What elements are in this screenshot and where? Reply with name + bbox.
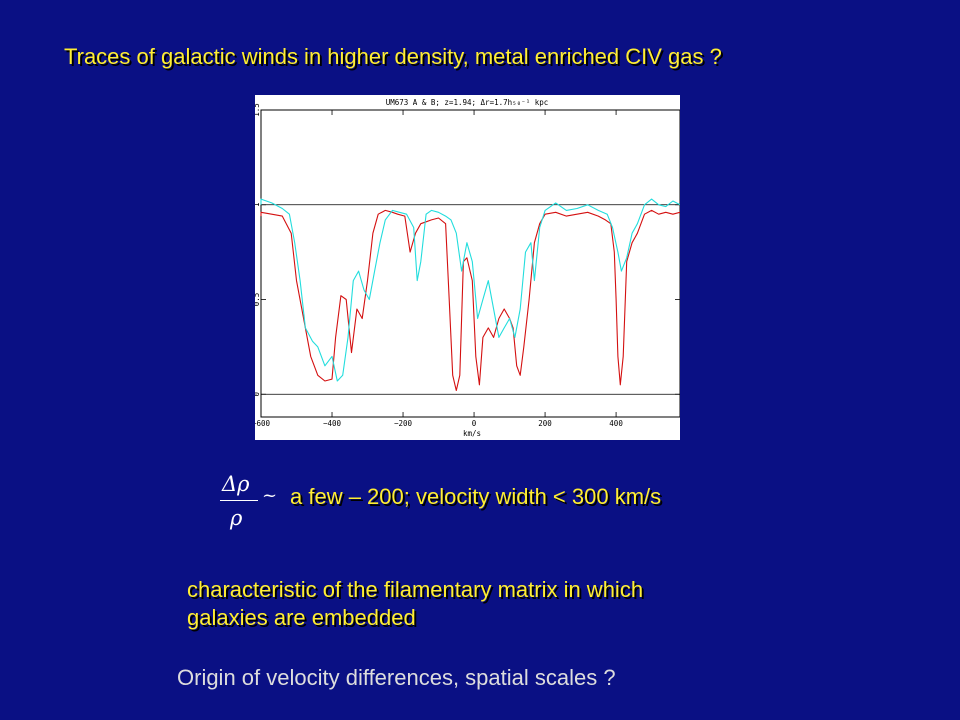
x-tick-label: 200 bbox=[538, 419, 552, 428]
x-tick-label: −600 bbox=[255, 419, 271, 428]
y-tick-label: 1.5 bbox=[255, 103, 261, 117]
x-tick-label: −400 bbox=[323, 419, 342, 428]
x-tick-label: 0 bbox=[472, 419, 477, 428]
plot-frame bbox=[260, 109, 680, 418]
spectrum-plot: UM673 A & B; z=1.94; Δr=1.7h₅₀⁻¹ kpc −60… bbox=[255, 95, 680, 440]
y-tick-label: 0 bbox=[255, 392, 261, 397]
note-line-2: galaxies are embedded bbox=[187, 605, 416, 630]
x-tick-label: 400 bbox=[609, 419, 623, 428]
x-tick-label: −200 bbox=[394, 419, 413, 428]
filament-note: characteristic of the filamentary matrix… bbox=[187, 576, 643, 632]
formula-numerator: Δρ bbox=[222, 472, 250, 496]
fraction-bar bbox=[220, 500, 258, 501]
chart-title: UM673 A & B; z=1.94; Δr=1.7h₅₀⁻¹ kpc bbox=[386, 98, 549, 107]
red-spectrum-line bbox=[260, 209, 680, 392]
slide-title: Traces of galactic winds in higher densi… bbox=[64, 44, 722, 69]
formula-denominator: ρ bbox=[230, 506, 243, 530]
y-tick-label: 1 bbox=[255, 202, 261, 207]
similar-sign: ~ bbox=[262, 485, 278, 506]
closing-question: Origin of velocity differences, spatial … bbox=[177, 665, 616, 690]
spectrum-chart: UM673 A & B; z=1.94; Δr=1.7h₅₀⁻¹ kpc −60… bbox=[255, 98, 680, 438]
x-axis-label: km/s bbox=[463, 429, 481, 438]
y-tick-label: 0.5 bbox=[255, 293, 261, 307]
formula-text: a few – 200; velocity width < 300 km/s bbox=[290, 484, 662, 509]
note-line-1: characteristic of the filamentary matrix… bbox=[187, 577, 644, 602]
cyan-spectrum-line bbox=[260, 198, 680, 382]
density-ratio-formula: Δρ ρ ~ bbox=[218, 468, 278, 538]
